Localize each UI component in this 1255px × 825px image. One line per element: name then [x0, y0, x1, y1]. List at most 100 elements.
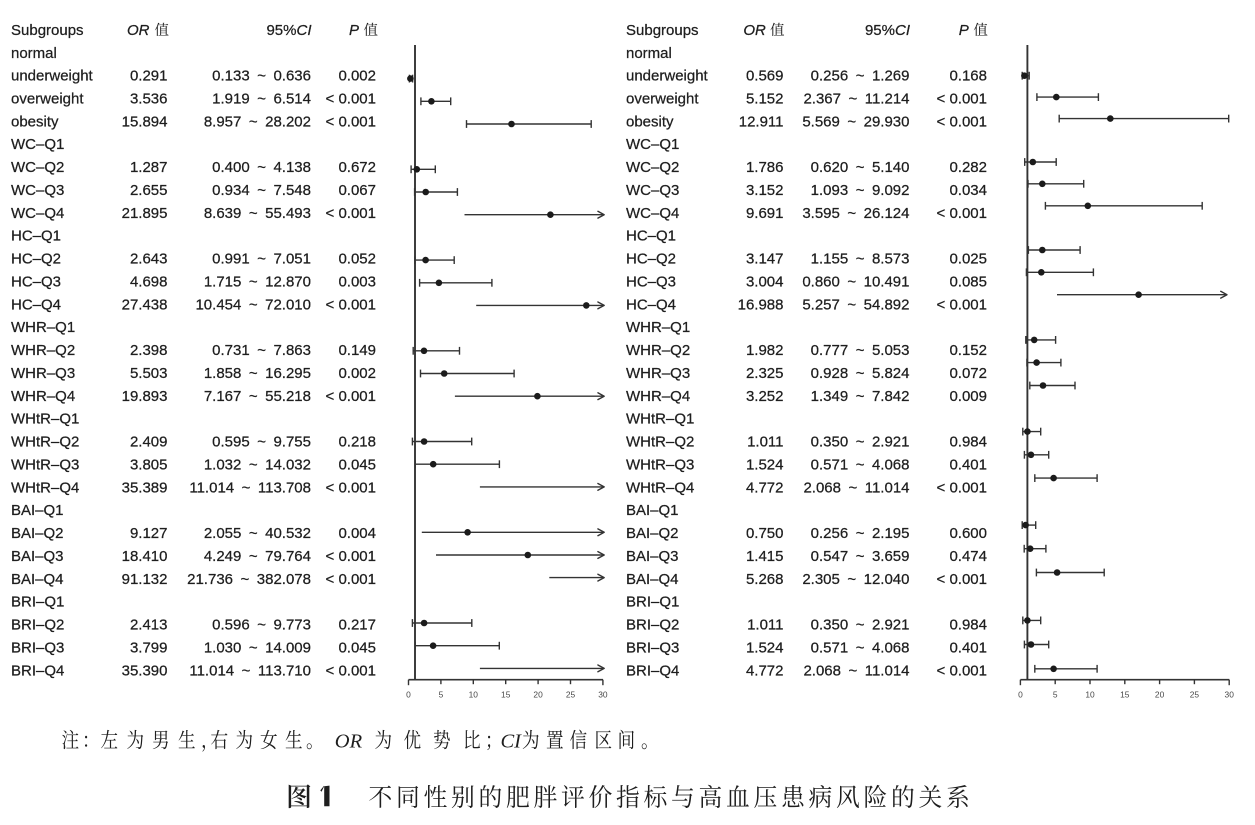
svg-text:< 0.001: < 0.001: [326, 479, 376, 496]
svg-text:0.596 ~ 9.773: 0.596 ~ 9.773: [212, 617, 311, 634]
svg-text:< 0.001: < 0.001: [326, 91, 376, 108]
svg-text:0.672: 0.672: [338, 159, 376, 176]
svg-text:obesity: obesity: [11, 113, 59, 130]
svg-text:1.524: 1.524: [746, 456, 784, 473]
svg-text:2.055 ~ 40.532: 2.055 ~ 40.532: [204, 525, 311, 542]
svg-text:0.401: 0.401: [949, 639, 987, 656]
svg-text:0.282: 0.282: [949, 159, 987, 176]
svg-text:0.133 ~ 0.636: 0.133 ~ 0.636: [212, 68, 311, 85]
svg-text:0.256 ~ 2.195: 0.256 ~ 2.195: [811, 525, 910, 542]
svg-text:0.547 ~ 3.659: 0.547 ~ 3.659: [811, 548, 910, 565]
svg-text:< 0.001: < 0.001: [326, 662, 376, 679]
svg-text:1.919 ~ 6.514: 1.919 ~ 6.514: [212, 91, 311, 108]
svg-text:0.474: 0.474: [949, 548, 987, 565]
svg-text:WC–Q4: WC–Q4: [626, 205, 679, 222]
svg-text:3.805: 3.805: [130, 456, 168, 473]
svg-text:21.895: 21.895: [122, 205, 168, 222]
svg-text:19.893: 19.893: [122, 388, 168, 405]
svg-text:P: P: [959, 22, 969, 39]
svg-text:11.014 ~ 113.708: 11.014 ~ 113.708: [189, 479, 311, 496]
svg-text:0.072: 0.072: [949, 365, 987, 382]
svg-text:overweight: overweight: [626, 91, 699, 108]
svg-text:CI: CI: [501, 731, 523, 753]
svg-text:HC–Q1: HC–Q1: [626, 228, 676, 245]
svg-text:1.858 ~ 16.295: 1.858 ~ 16.295: [204, 365, 311, 382]
svg-text:0.168: 0.168: [949, 68, 987, 85]
svg-text:27.438: 27.438: [122, 296, 168, 313]
svg-text:9.691: 9.691: [746, 205, 784, 222]
svg-text:0.291: 0.291: [130, 68, 168, 85]
svg-text:OR: OR: [743, 22, 766, 39]
svg-text:normal: normal: [626, 45, 672, 62]
svg-text:0.569: 0.569: [746, 68, 784, 85]
svg-text:underweight: underweight: [11, 68, 94, 85]
svg-text:OR: OR: [127, 22, 150, 39]
svg-text:0.149: 0.149: [338, 342, 376, 359]
svg-text:0.003: 0.003: [338, 274, 376, 291]
svg-text:BAI–Q4: BAI–Q4: [11, 571, 64, 588]
svg-text:< 0.001: < 0.001: [326, 296, 376, 313]
svg-text:35.389: 35.389: [122, 479, 168, 496]
svg-text:2.367 ~ 11.214: 2.367 ~ 11.214: [803, 91, 909, 108]
svg-text:HC–Q2: HC–Q2: [11, 251, 61, 268]
svg-text:BAI–Q3: BAI–Q3: [11, 548, 64, 565]
svg-text:HC–Q3: HC–Q3: [11, 274, 61, 291]
svg-text:HC–Q4: HC–Q4: [626, 296, 676, 313]
svg-text:16.988: 16.988: [738, 296, 784, 313]
svg-text:0.984: 0.984: [949, 434, 987, 451]
svg-text:0.045: 0.045: [338, 456, 376, 473]
svg-text:0: 0: [1018, 690, 1023, 700]
svg-text:1.030 ~ 14.009: 1.030 ~ 14.009: [204, 639, 311, 656]
svg-text:0.350 ~ 2.921: 0.350 ~ 2.921: [811, 434, 910, 451]
svg-text:< 0.001: < 0.001: [326, 205, 376, 222]
svg-text:3.252: 3.252: [746, 388, 784, 405]
svg-text:25: 25: [1190, 690, 1200, 700]
svg-text:20: 20: [533, 690, 543, 700]
svg-text:15.894: 15.894: [122, 113, 168, 130]
svg-text:12.911: 12.911: [739, 113, 784, 130]
svg-text:BAI–Q1: BAI–Q1: [11, 502, 64, 519]
svg-text:5.503: 5.503: [130, 365, 168, 382]
svg-text:OR: OR: [335, 731, 363, 753]
svg-text:0.571 ~ 4.068: 0.571 ~ 4.068: [811, 639, 910, 656]
svg-text:1.349 ~ 7.842: 1.349 ~ 7.842: [811, 388, 910, 405]
svg-text:0.034: 0.034: [949, 182, 987, 199]
svg-text:Subgroups: Subgroups: [11, 22, 84, 39]
svg-text:2.409: 2.409: [130, 434, 168, 451]
svg-text:3.536: 3.536: [130, 91, 168, 108]
svg-text:WHtR–Q1: WHtR–Q1: [626, 411, 694, 428]
svg-text:Subgroups: Subgroups: [626, 22, 699, 39]
svg-text:10: 10: [1085, 690, 1095, 700]
svg-text:35.390: 35.390: [122, 662, 168, 679]
svg-text:21.736 ~ 382.078: 21.736 ~ 382.078: [187, 571, 311, 588]
svg-text:10.454 ~ 72.010: 10.454 ~ 72.010: [195, 296, 311, 313]
svg-text:BAI–Q2: BAI–Q2: [11, 525, 64, 542]
svg-text:< 0.001: < 0.001: [937, 662, 987, 679]
svg-text:BAI–Q2: BAI–Q2: [626, 525, 679, 542]
svg-text:BRI–Q2: BRI–Q2: [11, 617, 64, 634]
svg-text:1.011: 1.011: [747, 617, 783, 634]
svg-text:BRI–Q3: BRI–Q3: [11, 639, 64, 656]
svg-text:0.025: 0.025: [949, 251, 987, 268]
svg-text:2.413: 2.413: [130, 617, 168, 634]
svg-text:0.256 ~ 1.269: 0.256 ~ 1.269: [811, 68, 910, 85]
svg-text:< 0.001: < 0.001: [937, 205, 987, 222]
svg-text:< 0.001: < 0.001: [937, 571, 987, 588]
svg-text:4.772: 4.772: [746, 479, 784, 496]
svg-text:5.268: 5.268: [746, 571, 784, 588]
svg-text:WC–Q2: WC–Q2: [626, 159, 679, 176]
svg-text:WC–Q3: WC–Q3: [626, 182, 679, 199]
svg-text:0.860 ~ 10.491: 0.860 ~ 10.491: [802, 274, 909, 291]
svg-text:0.600: 0.600: [949, 525, 987, 542]
svg-text:0.571 ~ 4.068: 0.571 ~ 4.068: [811, 456, 910, 473]
svg-text:WHtR–Q3: WHtR–Q3: [626, 456, 694, 473]
svg-text:10: 10: [469, 690, 479, 700]
svg-text:BRI–Q4: BRI–Q4: [626, 662, 679, 679]
svg-text:4.772: 4.772: [746, 662, 784, 679]
svg-text:0.085: 0.085: [949, 274, 987, 291]
svg-text:1.524: 1.524: [746, 639, 784, 656]
svg-text:WHtR–Q4: WHtR–Q4: [626, 479, 694, 496]
svg-text:BAI–Q4: BAI–Q4: [626, 571, 679, 588]
svg-text:8.957 ~ 28.202: 8.957 ~ 28.202: [204, 113, 311, 130]
svg-text:0.009: 0.009: [949, 388, 987, 405]
